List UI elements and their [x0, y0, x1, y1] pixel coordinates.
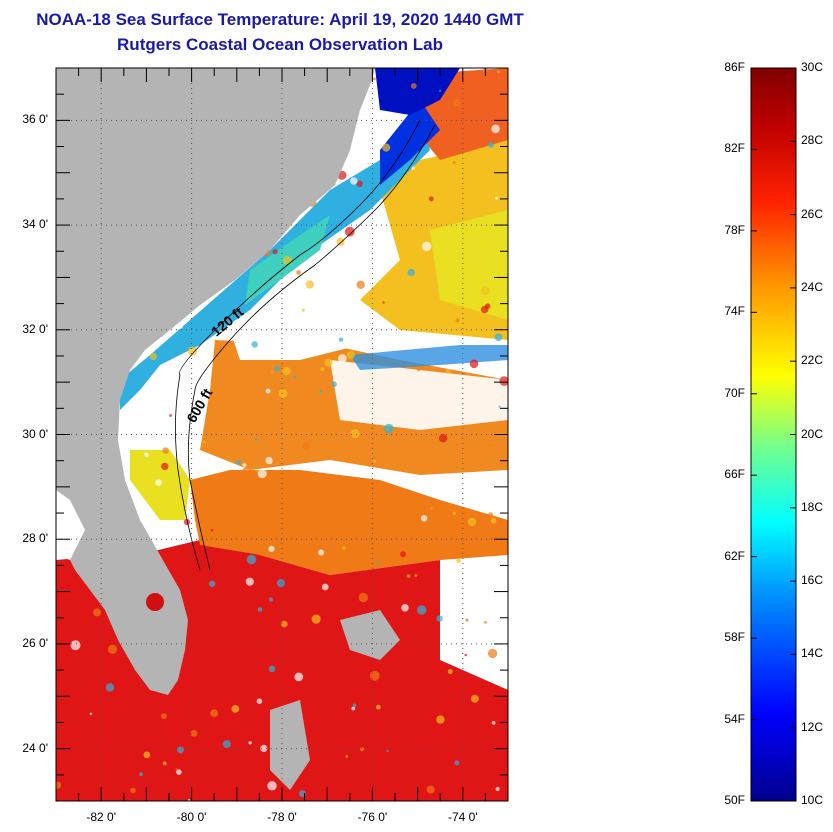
land-mass: [56, 68, 400, 790]
colorbar-celsius-label: 30C: [801, 60, 824, 74]
colorbar-celsius-label: 22C: [801, 353, 824, 368]
colorbar-celsius-label: 16C: [801, 573, 824, 588]
colorbar-celsius-label: 20C: [801, 426, 824, 441]
colorbar-fahrenheit-label: 70F: [724, 385, 745, 400]
longitude-label: -82 0': [86, 810, 117, 824]
colorbar-celsius-label: 18C: [801, 499, 824, 514]
colorbar-celsius-label: 12C: [801, 719, 824, 734]
colorbar-fahrenheit-label: 50F: [724, 793, 745, 807]
colorbar-fahrenheit-label: 62F: [724, 548, 745, 563]
colorbar-fahrenheit-label: 74F: [724, 304, 745, 319]
latitude-label: 26 0': [22, 635, 48, 650]
axis-ticks: [55, 67, 509, 802]
longitude-label: -78 0': [267, 810, 297, 824]
colorbar-celsius-label: 10C: [801, 793, 824, 807]
colorbar-fahrenheit-label: 78F: [724, 222, 745, 237]
longitude-label: -76 0': [357, 810, 388, 824]
colorbar-fahrenheit-label: 66F: [724, 467, 745, 482]
map-title: NOAA-18 Sea Surface Temperature: April 1…: [36, 10, 524, 29]
longitude-label: -74 0': [447, 810, 478, 824]
colorbar-fahrenheit-label: 58F: [724, 630, 745, 645]
colorbar-celsius-label: 26C: [801, 206, 824, 221]
graticule: [56, 68, 508, 801]
colorbar: [750, 67, 797, 802]
colorbar-fahrenheit-label: 86F: [724, 60, 745, 74]
latitude-label: 24 0': [22, 740, 48, 755]
latitude-label: 32 0': [22, 321, 48, 336]
colorbar-ticks: [751, 67, 796, 802]
colorbar-celsius-label: 24C: [801, 279, 824, 294]
latitude-label: 34 0': [22, 217, 48, 232]
colorbar-fahrenheit-label: 82F: [724, 141, 745, 156]
colorbar-celsius-label: 14C: [801, 646, 824, 661]
colorbar-celsius-label: 28C: [801, 133, 824, 148]
colorbar-fahrenheit-label: 54F: [724, 711, 745, 726]
latitude-label: 36 0': [22, 112, 48, 127]
map-subtitle: Rutgers Coastal Ocean Observation Lab: [117, 35, 443, 54]
depth-contours: [175, 119, 436, 571]
latitude-label: 28 0': [22, 531, 48, 546]
latitude-label: 30 0': [22, 426, 48, 441]
longitude-label: -80 0': [176, 810, 207, 824]
